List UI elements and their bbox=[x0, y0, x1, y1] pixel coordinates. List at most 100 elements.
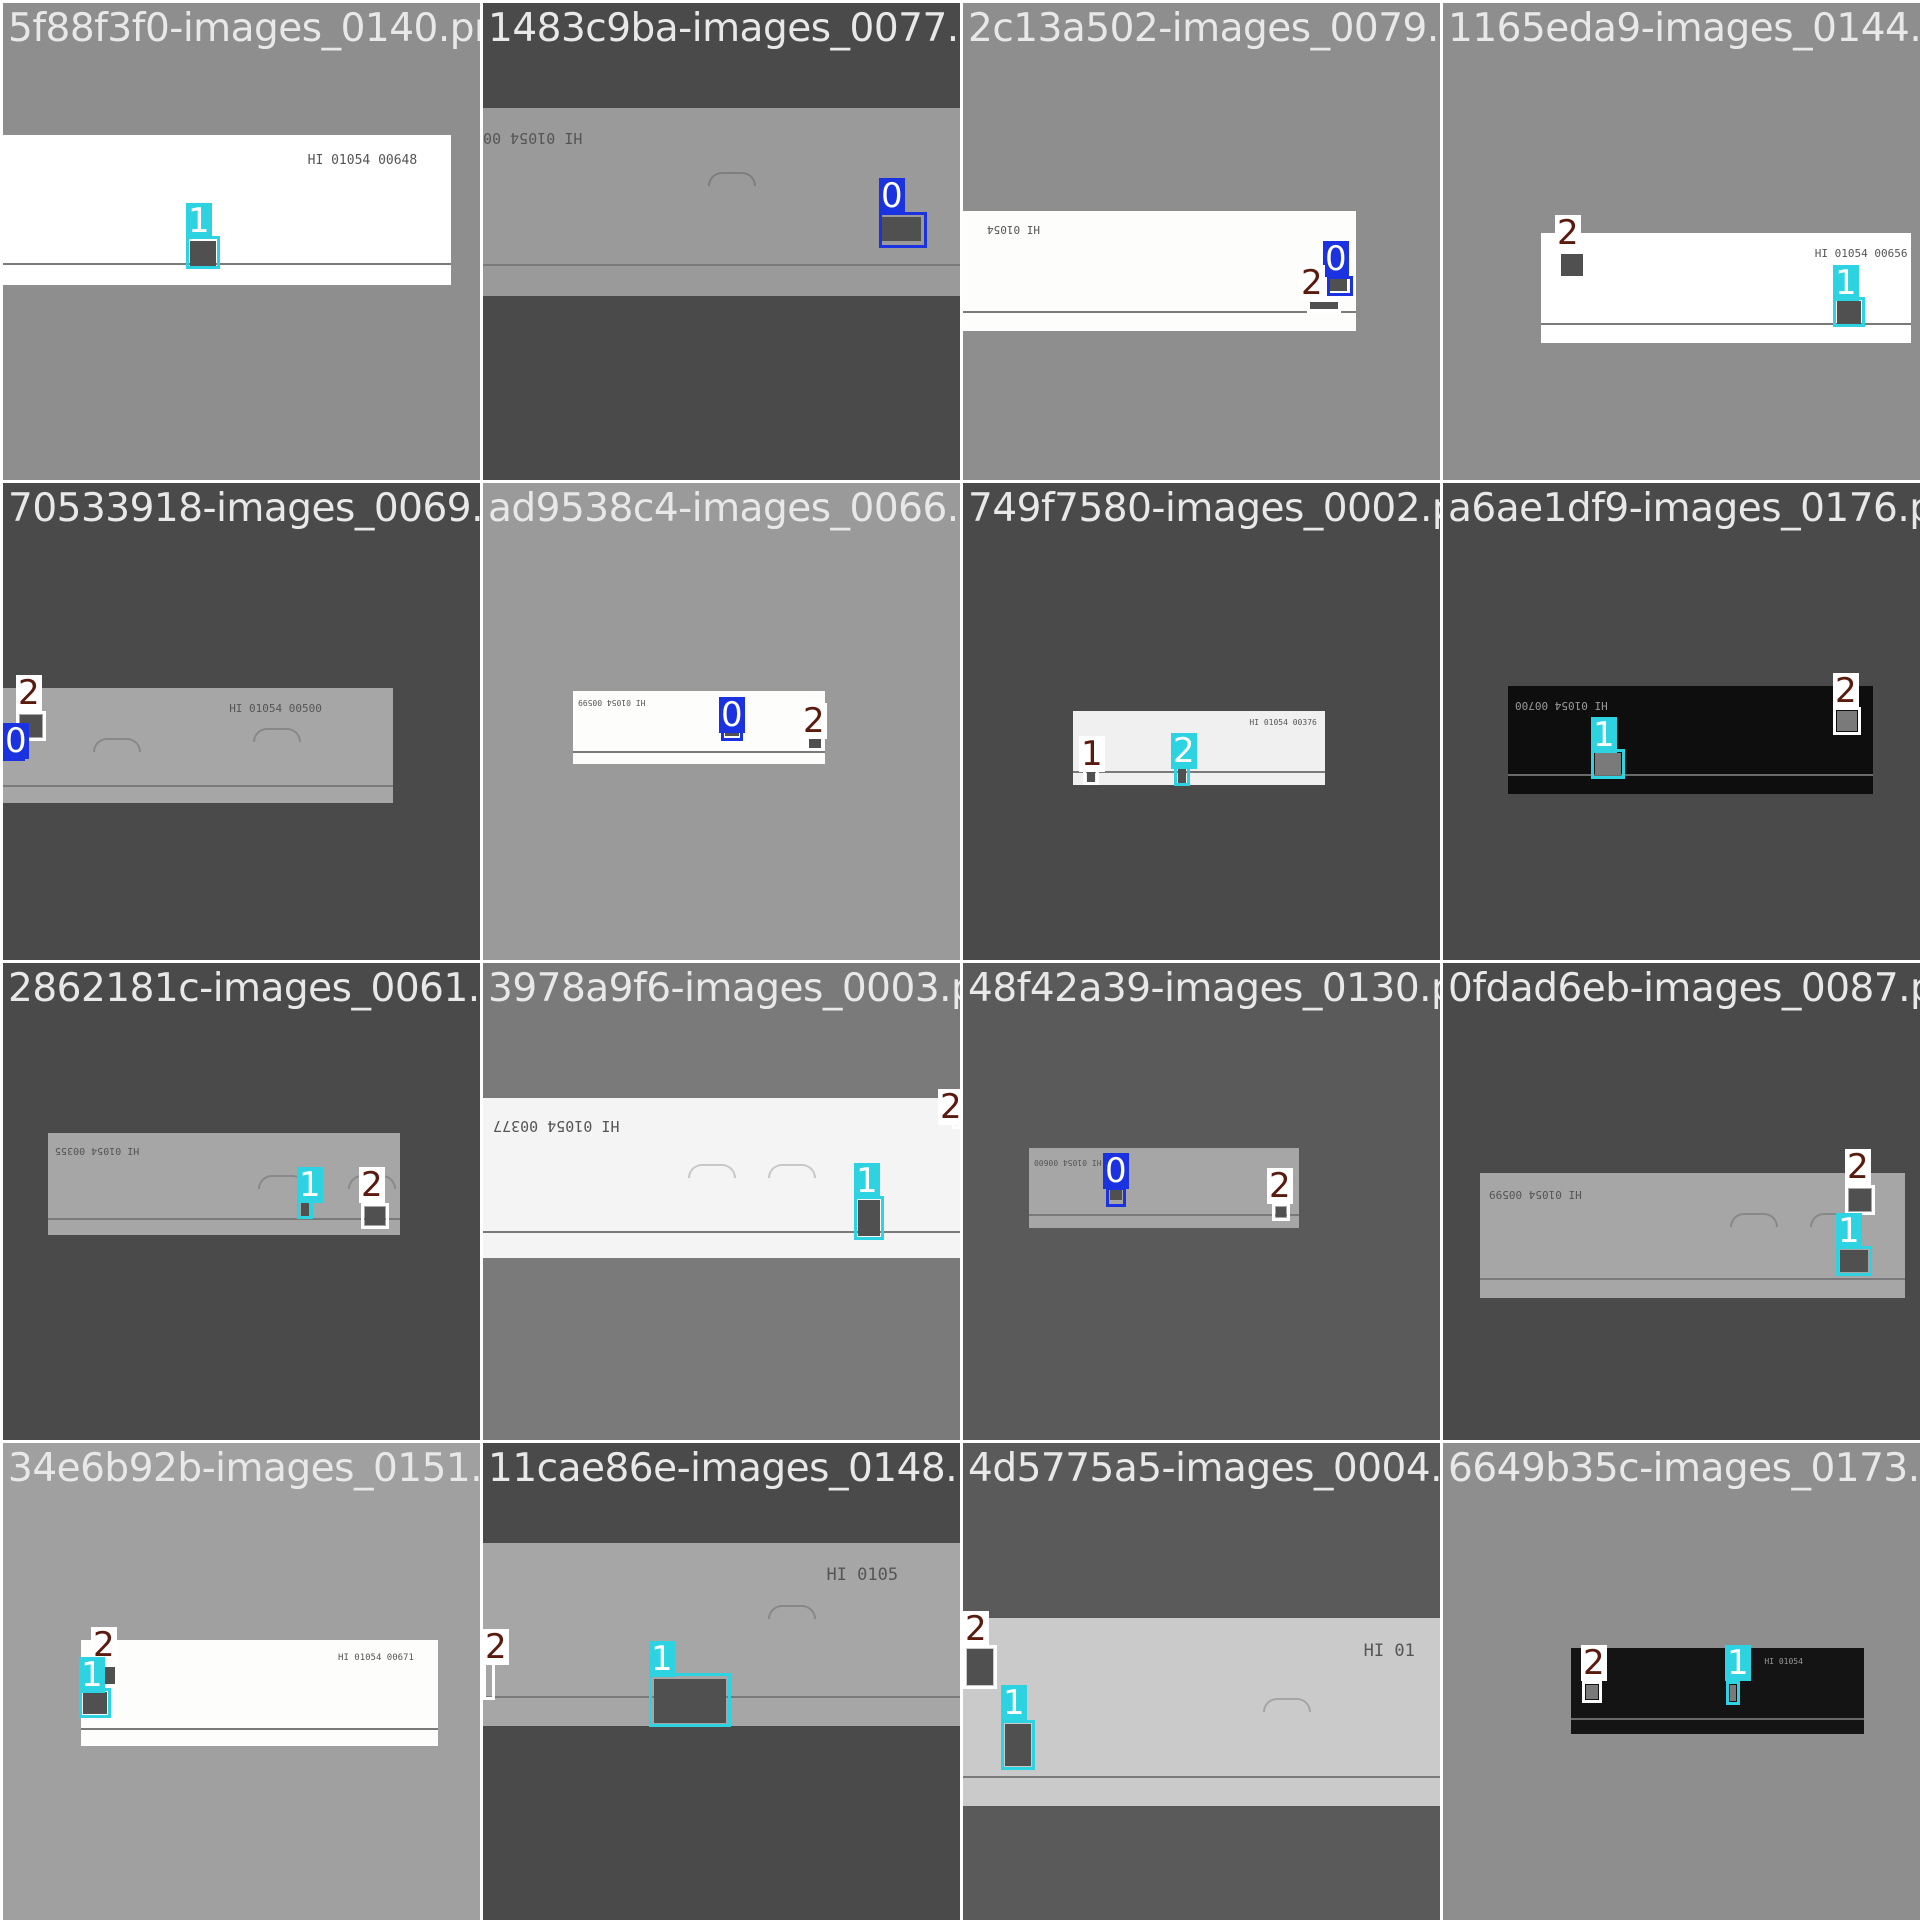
dino-icon bbox=[1849, 1189, 1871, 1211]
image-tile: 1483c9ba-images_0077.png HI 01054 00 0 bbox=[483, 3, 960, 480]
cloud-icon bbox=[708, 172, 756, 186]
game-screenshot: HI 01 bbox=[963, 1618, 1440, 1806]
ground-line bbox=[573, 751, 825, 753]
class-label: 2 bbox=[359, 1165, 385, 1205]
ground-line bbox=[483, 1231, 960, 1233]
game-screenshot: HI 01054 00600 bbox=[1029, 1148, 1299, 1228]
score-readout: HI 01054 00700 bbox=[1515, 698, 1609, 712]
tile-filename: 4d5775a5-images_0004.png bbox=[968, 1446, 1440, 1491]
score-readout: HI 01054 00648 bbox=[307, 153, 418, 168]
score-readout: HI 01054 00500 bbox=[229, 701, 322, 715]
ground-line bbox=[3, 785, 393, 787]
class-label: 1 bbox=[1836, 1211, 1862, 1251]
class-label: 2 bbox=[1845, 1147, 1871, 1187]
class-label: 2 bbox=[1267, 1166, 1293, 1206]
tile-filename: 48f42a39-images_0130.png bbox=[968, 966, 1440, 1011]
score-readout: HI 0105 bbox=[826, 1564, 899, 1585]
detection-box bbox=[1833, 707, 1861, 735]
image-tile: 2c13a502-images_0079.png HI 01054 02 bbox=[963, 3, 1440, 480]
image-tile: 4d5775a5-images_0004.png HI 01 21 bbox=[963, 1443, 1440, 1920]
cloud-icon bbox=[1263, 1698, 1311, 1712]
image-tile: ad9538c4-images_0066.png HI 01054 00599 0 2 bbox=[483, 483, 960, 960]
detection-box bbox=[1582, 1681, 1602, 1703]
class-label: 1 bbox=[1079, 734, 1105, 774]
detection-box bbox=[1726, 1681, 1740, 1705]
game-screenshot: HI 01054 00377 bbox=[483, 1098, 960, 1258]
ground-line bbox=[1508, 774, 1873, 776]
cactus-icon bbox=[654, 1679, 726, 1723]
class-label: 1 bbox=[1833, 263, 1859, 303]
image-tile: 70533918-images_0069.png HI 01054 00500 2 0 bbox=[3, 483, 480, 960]
detection-box bbox=[1001, 1720, 1035, 1770]
cactus-icon bbox=[190, 241, 216, 267]
game-screenshot: HI 01054 00376 bbox=[1073, 711, 1325, 785]
tile-filename: 11cae86e-images_0148.png bbox=[488, 1446, 960, 1491]
ground-line bbox=[48, 1218, 400, 1220]
class-label: 1 bbox=[297, 1165, 323, 1205]
cloud-icon bbox=[93, 738, 141, 752]
class-label: 1 bbox=[1001, 1683, 1027, 1723]
image-tile: 1165eda9-images_0144.png HI 01054 00656 2 1 bbox=[1443, 3, 1920, 480]
score-readout: HI 01054 00376 bbox=[1249, 718, 1317, 728]
cloud-icon bbox=[1730, 1213, 1778, 1227]
detection-box bbox=[1327, 276, 1353, 296]
game-screenshot: HI 01054 bbox=[963, 211, 1356, 331]
image-tile: 11cae86e-images_0148.png HI 0105 2 1 bbox=[483, 1443, 960, 1920]
dino-icon bbox=[1309, 301, 1339, 309]
class-label: 2 bbox=[1833, 671, 1859, 711]
dino-icon bbox=[1586, 1685, 1598, 1699]
dino-icon bbox=[809, 736, 821, 748]
game-screenshot: HI 01054 00700 bbox=[1508, 686, 1873, 794]
game-screenshot: HI 01054 00355 bbox=[48, 1133, 400, 1235]
cactus-icon bbox=[301, 1203, 309, 1217]
class-label: 2 bbox=[16, 673, 42, 713]
class-label: 1 bbox=[649, 1639, 675, 1679]
cactus-icon bbox=[83, 1692, 107, 1714]
ground-line bbox=[1541, 323, 1911, 325]
cloud-icon bbox=[768, 1164, 816, 1178]
tile-filename: 34e6b92b-images_0151.png bbox=[8, 1446, 480, 1491]
class-label: 2 bbox=[1171, 731, 1197, 771]
score-readout: HI 01054 00599 bbox=[578, 698, 646, 708]
score-readout: HI 01054 00 bbox=[483, 128, 583, 147]
ground-line bbox=[1029, 1214, 1299, 1216]
image-tile: 3978a9f6-images_0003.png HI 01054 00377 2 1 bbox=[483, 963, 960, 1440]
game-screenshot: HI 01054 00599 bbox=[573, 691, 825, 764]
detection-box bbox=[963, 1645, 997, 1689]
tile-filename: 3978a9f6-images_0003.png bbox=[488, 966, 960, 1011]
cloud-icon bbox=[768, 1605, 816, 1619]
class-label: 2 bbox=[963, 1609, 989, 1649]
detection-box bbox=[649, 1673, 731, 1727]
ground-line bbox=[963, 311, 1356, 313]
ground-line bbox=[963, 1776, 1440, 1778]
tile-filename: 749f7580-images_0002.png bbox=[968, 486, 1440, 531]
image-tile: 6649b35c-images_0173.png HI 01054 2 1 bbox=[1443, 1443, 1920, 1920]
dino-icon bbox=[365, 1207, 385, 1225]
image-tile: 5f88f3f0-images_0140.png HI 01054 00648 1 bbox=[3, 3, 480, 480]
image-tile: a6ae1df9-images_0176.png HI 01054 00700 2 1 bbox=[1443, 483, 1920, 960]
dino-icon bbox=[1087, 772, 1095, 782]
class-label: 1 bbox=[79, 1655, 105, 1695]
image-tile: 0fdad6eb-images_0087.png HI 01054 00599 2 1 bbox=[1443, 963, 1920, 1440]
class-label: 2 bbox=[801, 701, 827, 741]
class-label: 1 bbox=[186, 201, 212, 241]
class-label: 0 bbox=[3, 721, 29, 761]
tile-filename: 1483c9ba-images_0077.png bbox=[488, 6, 960, 51]
tile-filename: 6649b35c-images_0173.png bbox=[1448, 1446, 1920, 1491]
score-readout: HI 01054 00600 bbox=[1034, 1157, 1102, 1167]
tile-filename: 1165eda9-images_0144.png bbox=[1448, 6, 1920, 51]
score-readout: HI 01054 00377 bbox=[492, 1117, 619, 1136]
score-readout: HI 01054 bbox=[1764, 1656, 1803, 1666]
dino-icon bbox=[967, 1649, 993, 1685]
class-label: 2 bbox=[1581, 1643, 1607, 1683]
detection-box bbox=[879, 212, 927, 248]
class-label: 1 bbox=[1725, 1643, 1751, 1683]
tile-filename: 5f88f3f0-images_0140.png bbox=[8, 6, 480, 51]
tile-filename: ad9538c4-images_0066.png bbox=[488, 486, 960, 531]
ground-line bbox=[1073, 771, 1325, 773]
game-screenshot: HI 01054 00599 bbox=[1480, 1173, 1905, 1298]
score-readout: HI 01054 00671 bbox=[338, 1652, 414, 1663]
class-label: 2 bbox=[1555, 213, 1581, 253]
detection-box bbox=[1272, 1203, 1290, 1221]
